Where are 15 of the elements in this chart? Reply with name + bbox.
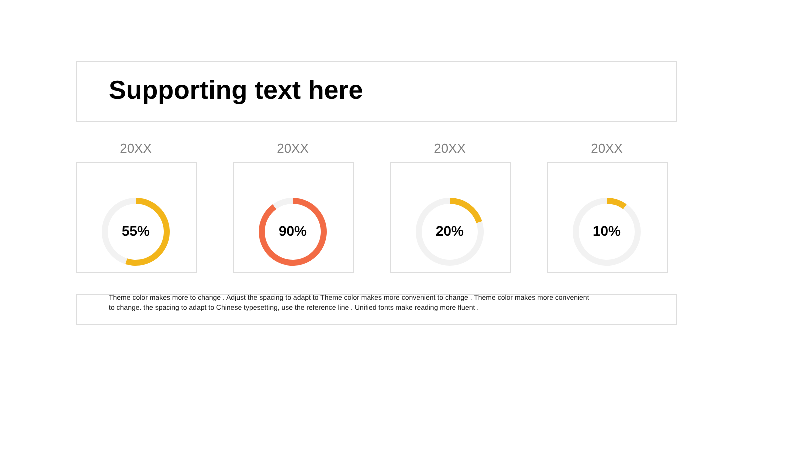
data-label: 55% <box>122 223 151 239</box>
chart-title: 20XX <box>591 141 624 156</box>
text: Supporting text here <box>109 75 364 105</box>
data-label: 90% <box>278 223 308 239</box>
data-label: 20% <box>436 223 465 239</box>
donut-slice <box>273 198 293 210</box>
donut-slice <box>573 198 641 266</box>
donut-slice <box>450 198 482 224</box>
donut-slice <box>259 198 327 266</box>
chart-title: 20XX <box>120 141 152 156</box>
donut-slice <box>607 198 627 210</box>
chart-title: 20XX <box>434 141 466 156</box>
chart-title: 20XX <box>277 141 310 156</box>
data-label: 10% <box>592 223 622 239</box>
donut-slice <box>416 198 484 266</box>
